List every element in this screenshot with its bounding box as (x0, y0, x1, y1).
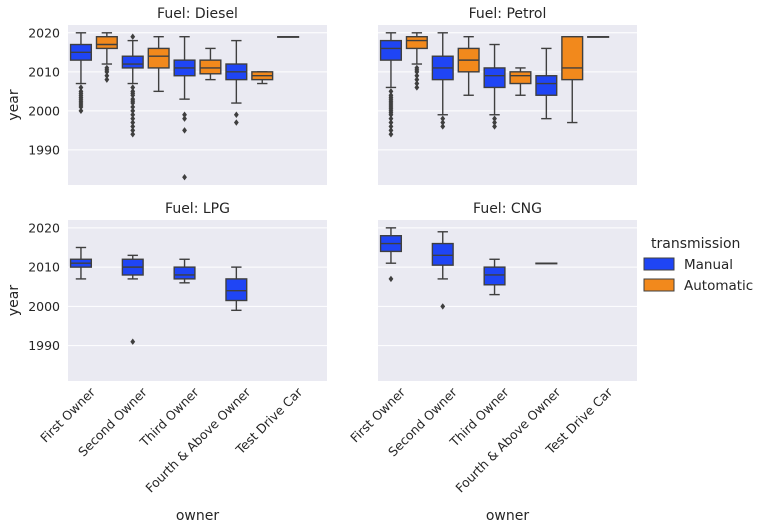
outlier-first-owner-manual (388, 123, 394, 130)
box-third-owner-automatic (199, 59, 222, 75)
outlier-first-owner-automatic (104, 68, 110, 76)
y-tick-label: 1990 (28, 338, 60, 353)
outlier-third-owner-manual (182, 111, 187, 118)
outlier-first-owner-manual (388, 275, 394, 283)
outlier-first-owner-automatic (104, 76, 110, 83)
outlier-second-owner-manual (130, 103, 136, 111)
outlier-third-owner-manual (182, 115, 187, 122)
box-fourth-above-owner-manual (225, 278, 248, 302)
x-tick-label: Fourth & Above Owner (452, 384, 564, 496)
x-axis-label: owner (486, 508, 530, 524)
y-tick-label: 2020 (28, 220, 60, 235)
panel-title: Fuel: LPG (165, 201, 230, 217)
outlier-second-owner-manual (130, 33, 136, 40)
box-fourth-above-owner-automatic (561, 36, 584, 81)
outlier-first-owner-manual (78, 107, 84, 115)
panel-title: Fuel: Petrol (469, 6, 547, 22)
outlier-second-owner-manual (440, 123, 446, 130)
y-axis-label: year (6, 285, 22, 316)
outlier-second-owner-manual (130, 84, 136, 91)
legend-label-automatic: Automatic (684, 278, 753, 294)
y-tick-label: 2020 (28, 25, 60, 40)
outlier-first-owner-automatic (414, 68, 420, 76)
outlier-second-owner-manual (130, 123, 136, 130)
panel-title: Fuel: Diesel (157, 6, 238, 22)
outlier-first-owner-manual (78, 103, 84, 111)
outlier-first-owner-manual (388, 115, 394, 122)
outlier-third-owner-manual (492, 119, 497, 126)
y-tick-label: 2000 (28, 299, 60, 314)
x-tick-label: Fourth & Above Owner (142, 384, 254, 496)
y-tick-label: 2010 (28, 64, 60, 79)
outlier-second-owner-manual (130, 127, 136, 134)
outlier-second-owner-manual (130, 111, 136, 118)
outlier-second-owner-manual (130, 92, 136, 99)
outlier-first-owner-manual (388, 131, 394, 138)
panel-background (68, 220, 327, 381)
box-first-owner-automatic (405, 36, 428, 50)
legend-title: transmission (651, 236, 740, 252)
outlier-second-owner-manual (130, 99, 136, 107)
outlier-second-owner-manual (440, 119, 446, 126)
y-tick-label: 1990 (28, 142, 60, 157)
outlier-second-owner-manual (130, 131, 136, 138)
panel-background (378, 25, 637, 185)
box-first-owner-manual (379, 39, 403, 61)
box-second-owner-automatic (147, 47, 170, 69)
outlier-fourth-above-owner-manual (233, 111, 239, 118)
outlier-first-owner-automatic (414, 76, 420, 83)
box-third-owner-manual (483, 67, 506, 89)
legend-swatch-manual (643, 257, 675, 271)
outlier-first-owner-automatic (414, 80, 420, 87)
outlier-second-owner-manual (130, 115, 136, 122)
outlier-second-owner-manual (440, 303, 446, 310)
box-second-owner-manual (431, 242, 454, 266)
y-tick-label: 2000 (28, 103, 60, 118)
box-second-owner-manual (121, 55, 144, 69)
panel-title: Fuel: CNG (473, 201, 542, 217)
outlier-second-owner-manual (130, 338, 136, 345)
outlier-first-owner-manual (388, 88, 394, 95)
outlier-third-owner-manual (182, 127, 187, 134)
box-third-owner-manual (173, 266, 196, 280)
outlier-second-owner-manual (440, 115, 446, 122)
box-third-owner-manual (483, 266, 506, 286)
outlier-first-owner-manual (388, 119, 394, 126)
panel-background (68, 25, 327, 185)
outlier-second-owner-manual (130, 107, 136, 115)
outlier-first-owner-manual (388, 127, 394, 134)
outlier-first-owner-manual (78, 84, 84, 91)
y-axis-label: year (6, 89, 22, 120)
outlier-third-owner-manual (492, 123, 497, 130)
outlier-first-owner-manual (388, 111, 394, 118)
box-third-owner-automatic (509, 71, 532, 85)
outlier-first-owner-automatic (414, 84, 420, 91)
x-axis-label: owner (176, 508, 220, 524)
outlier-first-owner-automatic (104, 72, 110, 79)
outlier-first-owner-automatic (414, 72, 420, 79)
outlier-third-owner-manual (182, 173, 187, 181)
outlier-third-owner-manual (492, 115, 497, 122)
legend-swatch-automatic (643, 278, 675, 292)
box-fourth-above-owner-manual (535, 75, 558, 96)
outlier-fourth-above-owner-manual (233, 119, 239, 126)
outlier-second-owner-manual (130, 119, 136, 126)
legend-label-manual: Manual (684, 257, 733, 273)
box-first-owner-automatic (95, 36, 118, 50)
y-tick-label: 2010 (28, 260, 60, 275)
panel-background (378, 220, 637, 381)
